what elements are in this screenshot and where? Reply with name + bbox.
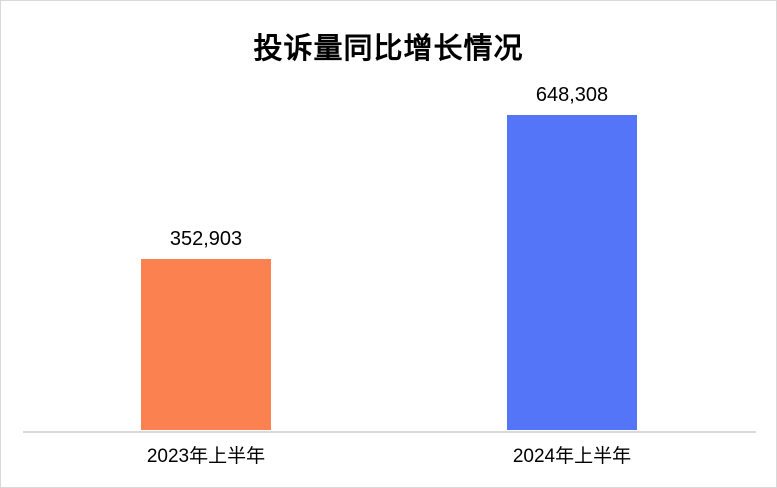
chart-title: 投诉量同比增长情况	[253, 33, 524, 65]
bar-value-label: 648,308	[535, 84, 609, 106]
x-tick-label-2024: 2024年上半年	[512, 446, 632, 467]
x-axis-line	[23, 431, 756, 433]
bar-group-2024: 648,308	[507, 85, 637, 430]
bar-2024	[507, 115, 637, 430]
bar-group-2023: 352,903	[141, 229, 271, 430]
bar-2023	[141, 259, 271, 430]
x-tick-label-2023: 2023年上半年	[146, 446, 266, 467]
bar-value-label: 352,903	[169, 228, 243, 250]
